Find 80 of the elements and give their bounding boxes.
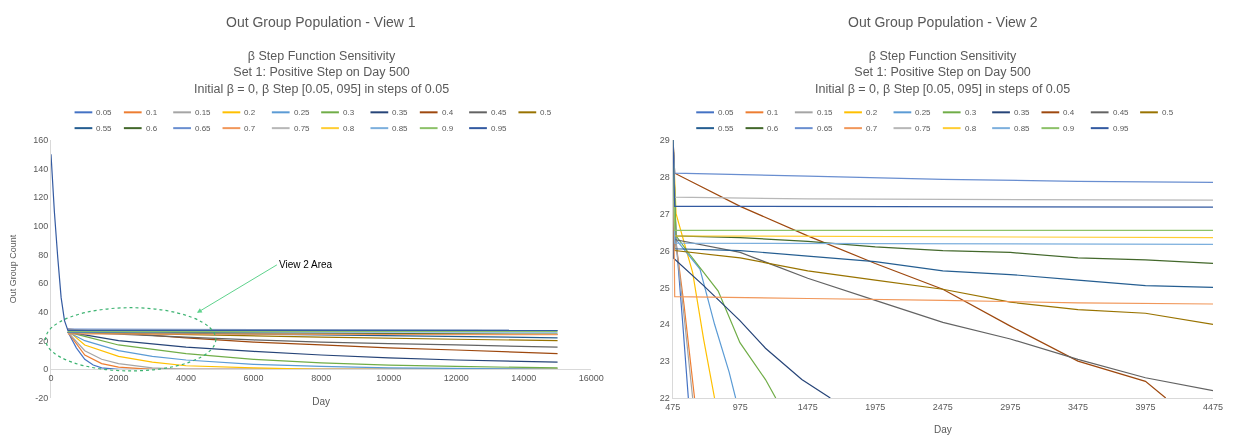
- legend-label: 0.15: [195, 108, 212, 117]
- legend-label: 0.2: [244, 108, 256, 117]
- legend-label: 0.7: [866, 124, 878, 133]
- x-tick-label: 14000: [511, 373, 537, 384]
- x-tick-label: 3475: [1067, 401, 1088, 412]
- legend-label: 0.35: [392, 108, 409, 117]
- legend-label: 0.15: [817, 108, 834, 117]
- y-tick-label: 40: [38, 307, 49, 318]
- y-tick-label: 22: [659, 393, 670, 404]
- x-axis-title: Day: [312, 395, 331, 407]
- y-tick-label: 0: [43, 364, 49, 375]
- x-axis-title: Day: [933, 424, 952, 436]
- chart-title: Out Group Population - View 1: [226, 14, 416, 30]
- legend-label: 0.9: [442, 124, 454, 133]
- x-tick-label: 2475: [932, 401, 953, 412]
- x-tick-label: 4475: [1202, 401, 1224, 412]
- y-tick-label: 120: [33, 192, 49, 203]
- annotation: View 2 Area: [279, 259, 333, 270]
- legend-label: 0.95: [491, 124, 508, 133]
- x-tick-label: 1975: [865, 401, 886, 412]
- legend-label: 0.45: [1113, 108, 1130, 117]
- y-tick-label: 27: [659, 208, 670, 219]
- y-tick-label: 60: [38, 278, 49, 289]
- legend-label: 0.8: [965, 124, 977, 133]
- legend-label: 0.25: [915, 108, 932, 117]
- y-tick-label: 160: [33, 135, 49, 146]
- legend-label: 0.55: [718, 124, 735, 133]
- x-tick-label: 10000: [376, 373, 402, 384]
- x-tick-label: 12000: [443, 373, 469, 384]
- legend-label: 0.75: [294, 124, 311, 133]
- x-tick-label: 2000: [108, 373, 129, 384]
- x-tick-label: 8000: [311, 373, 332, 384]
- legend-label: 0.4: [442, 108, 454, 117]
- x-tick-label: 3975: [1135, 401, 1156, 412]
- y-tick-label: 26: [659, 245, 670, 256]
- legend-label: 0.1: [146, 108, 158, 117]
- chart-subtitle: β Step Function Sensitivity Set 1: Positive Step on Day 500 Initial β = 0, β Step [0.05, 095] in steps of 0.05: [194, 49, 450, 96]
- legend-label: 0.6: [767, 124, 779, 133]
- legend-label: 0.2: [866, 108, 878, 117]
- y-tick-label: 24: [659, 319, 670, 330]
- x-tick-label: 1475: [797, 401, 818, 412]
- legend-label: 0.85: [1014, 124, 1031, 133]
- legend-label: 0.25: [294, 108, 311, 117]
- legend-label: 0.4: [1063, 108, 1075, 117]
- legend-label: 0.7: [244, 124, 256, 133]
- legend-label: 0.45: [491, 108, 508, 117]
- legend-label: 0.85: [392, 124, 409, 133]
- legend-label: 0.1: [767, 108, 779, 117]
- legend-label: 0.75: [915, 124, 932, 133]
- y-tick-label: 100: [33, 221, 49, 232]
- legend-label: 0.65: [817, 124, 834, 133]
- legend-label: 0.55: [96, 124, 113, 133]
- legend-label: 0.3: [343, 108, 355, 117]
- legend-label: 0.5: [1162, 108, 1174, 117]
- legend-label: 0.5: [540, 108, 552, 117]
- y-tick-label: 25: [659, 282, 670, 293]
- x-tick-label: 4000: [176, 373, 197, 384]
- legend-label: 0.95: [1113, 124, 1130, 133]
- legend-label: 0.35: [1014, 108, 1031, 117]
- legend-label: 0.65: [195, 124, 212, 133]
- legend-label: 0.05: [718, 108, 735, 117]
- legend-label: 0.8: [343, 124, 355, 133]
- legend-label: 0.6: [146, 124, 158, 133]
- y-tick-label: 29: [659, 135, 670, 146]
- chart-subtitle: β Step Function Sensitivity Set 1: Positive Step on Day 500 Initial β = 0, β Step [0.05, 095] in steps of 0.05: [815, 49, 1071, 96]
- x-tick-label: 475: [665, 401, 681, 412]
- x-tick-label: 16000: [578, 373, 604, 384]
- y-axis-title: Out Group Count: [7, 234, 18, 304]
- legend-label: 0.05: [96, 108, 113, 117]
- y-tick-label: 28: [659, 172, 670, 183]
- x-tick-label: 6000: [243, 373, 264, 384]
- legend-label: 0.9: [1063, 124, 1075, 133]
- y-tick-label: 80: [38, 249, 49, 260]
- legend-label: 0.3: [965, 108, 977, 117]
- y-tick-label: -20: [35, 393, 49, 404]
- x-tick-label: 975: [732, 401, 748, 412]
- chart-title: Out Group Population - View 2: [848, 14, 1038, 30]
- y-tick-label: 140: [33, 163, 49, 174]
- y-tick-label: 23: [659, 356, 670, 367]
- x-tick-label: 2975: [1000, 401, 1021, 412]
